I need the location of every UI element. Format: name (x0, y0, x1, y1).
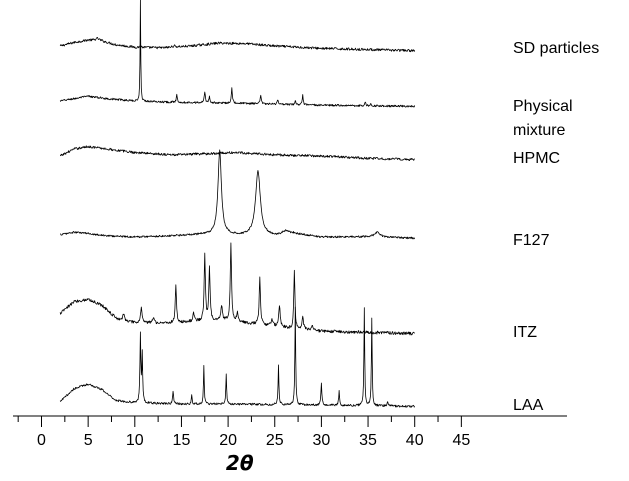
series-label-f127: F127 (513, 232, 550, 249)
x-tick-label: 5 (84, 432, 93, 449)
trace-sd-particles (59, 37, 416, 53)
x-tick-label: 25 (266, 432, 284, 449)
series-label-hpmc: HPMC (513, 150, 560, 167)
x-tick-label: 45 (452, 432, 470, 449)
x-tick-label: 40 (406, 432, 424, 449)
series-label-group: SD particles Physical mixture HPMC F127 ITZ LA… (513, 40, 599, 414)
x-axis-ticks: 0 5 10 15 20 25 30 35 40 45 (17, 416, 470, 449)
x-tick-label: 35 (359, 432, 377, 449)
series-label-itz: ITZ (513, 324, 537, 341)
x-tick-label: 15 (173, 432, 191, 449)
trace-physical-mixture (59, 0, 416, 108)
x-tick-label: 20 (219, 432, 237, 449)
trace-group (59, 0, 416, 408)
series-label-laa: LAA (513, 397, 544, 414)
x-axis-label: 2θ (226, 451, 254, 475)
series-label-line: ITZ (513, 324, 537, 341)
series-label-line: SD particles (513, 40, 599, 57)
x-tick-label: 30 (313, 432, 331, 449)
x-tick-label: 0 (37, 432, 46, 449)
x-tick-label: 10 (126, 432, 144, 449)
series-label-physical-mixture: Physical mixture (513, 98, 573, 139)
trace-laa (59, 306, 416, 408)
trace-hpmc (59, 145, 415, 161)
trace-itz (59, 242, 415, 336)
series-label-line: F127 (513, 232, 550, 249)
series-label-line: mixture (513, 122, 566, 139)
series-label-line: Physical (513, 98, 573, 115)
series-label-line: HPMC (513, 150, 560, 167)
series-label-line: LAA (513, 397, 544, 414)
series-label-sd-particles: SD particles (513, 40, 599, 57)
trace-f127 (60, 149, 416, 240)
x-axis: 0 5 10 15 20 25 30 35 40 45 (13, 415, 567, 449)
